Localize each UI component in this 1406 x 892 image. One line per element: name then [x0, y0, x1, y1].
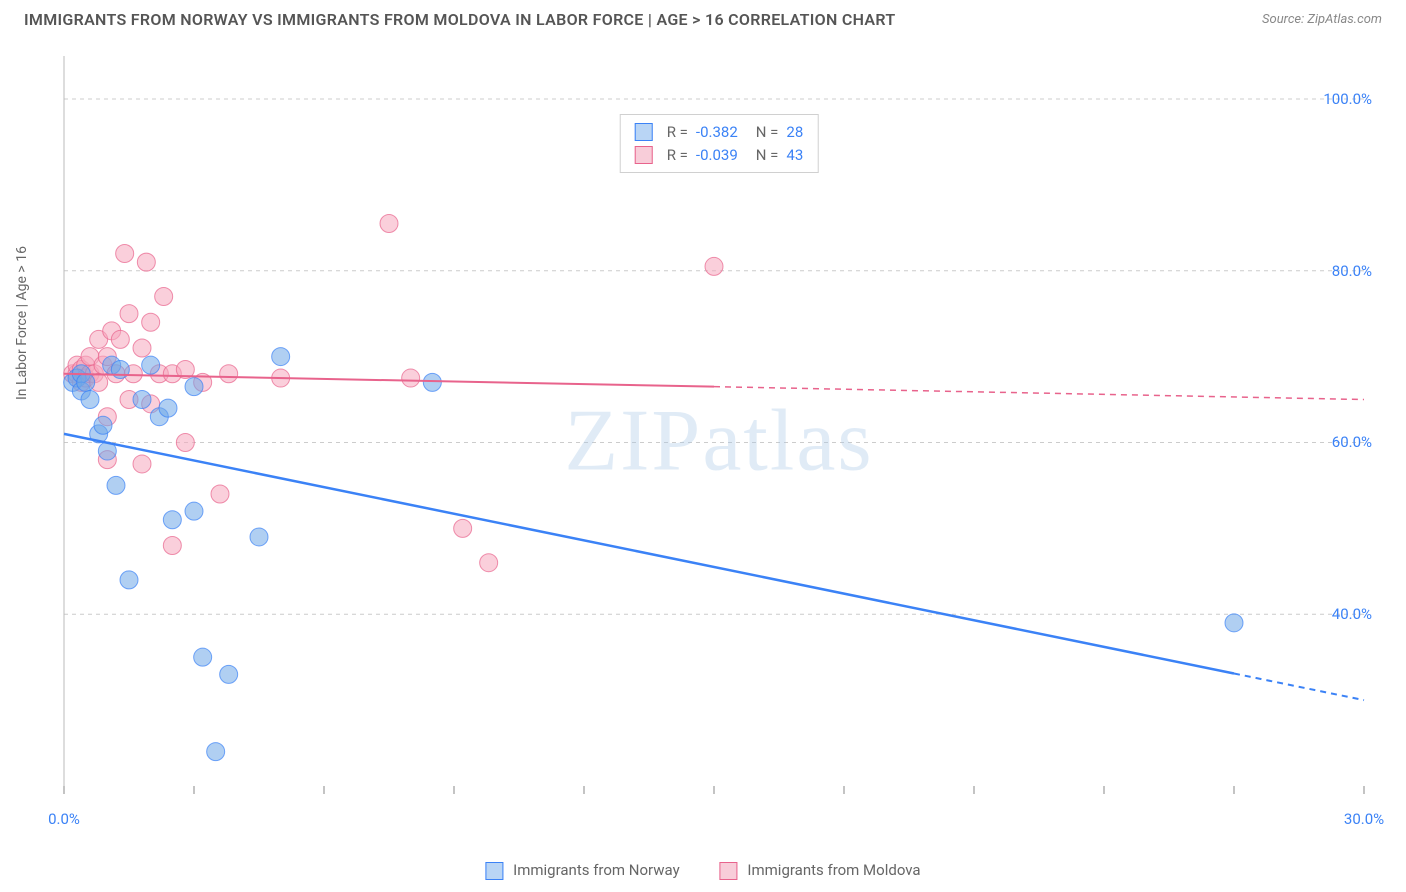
y-tick-label: 40.0%	[1332, 605, 1372, 623]
legend-swatch-norway	[485, 862, 503, 880]
legend-item-moldova: Immigrants from Moldova	[720, 861, 921, 880]
x-tick-label: 0.0%	[48, 810, 80, 828]
y-tick-label: 60.0%	[1332, 433, 1372, 451]
chart-header: IMMIGRANTS FROM NORWAY VS IMMIGRANTS FRO…	[0, 0, 1406, 37]
series-legend: Immigrants from Norway Immigrants from M…	[485, 861, 920, 880]
y-axis-label: In Labor Force | Age > 16	[14, 246, 30, 400]
y-tick-label: 100.0%	[1323, 90, 1372, 108]
y-tick-label: 80.0%	[1332, 262, 1372, 280]
swatch-moldova	[635, 146, 653, 164]
chart-area: ZIPatlas R = -0.382 N = 28 R = -0.039 N …	[54, 56, 1384, 826]
legend-swatch-moldova	[720, 862, 738, 880]
swatch-norway	[635, 123, 653, 141]
x-tick-label: 30.0%	[1344, 810, 1384, 828]
stats-row-norway: R = -0.382 N = 28	[635, 121, 804, 144]
stats-legend: R = -0.382 N = 28 R = -0.039 N = 43	[620, 114, 819, 173]
source-label: Source: ZipAtlas.com	[1262, 12, 1382, 27]
chart-title: IMMIGRANTS FROM NORWAY VS IMMIGRANTS FRO…	[24, 10, 896, 29]
legend-item-norway: Immigrants from Norway	[485, 861, 679, 880]
stats-row-moldova: R = -0.039 N = 43	[635, 144, 804, 167]
